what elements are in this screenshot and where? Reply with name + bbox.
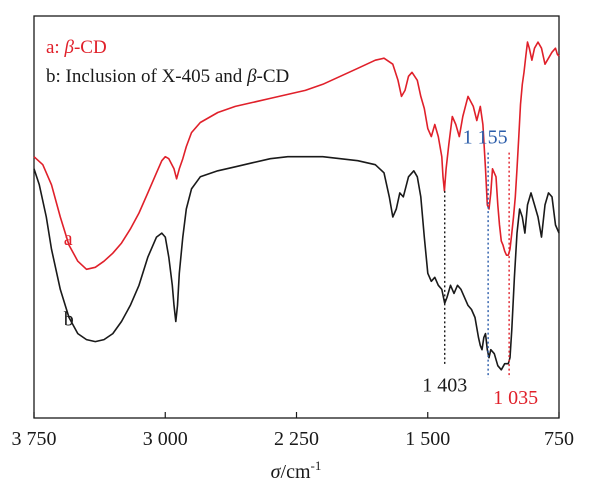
peak-label-1403: 1 403 bbox=[422, 375, 467, 397]
curve-label-a: a bbox=[64, 228, 73, 250]
legend-entry-a: a: β-CD bbox=[46, 37, 107, 58]
peak-label-1035: 1 035 bbox=[493, 387, 538, 409]
x-tick-label: 2 250 bbox=[274, 428, 319, 450]
x-axis-ticks: 3 750 3 000 2 250 1 500 750 bbox=[12, 412, 574, 450]
series-line-a bbox=[33, 41, 560, 271]
x-axis-label: σ/cm-1 bbox=[271, 458, 322, 483]
peak-markers: 1 403 1 155 1 035 bbox=[422, 127, 538, 409]
curve-label-b: b bbox=[64, 309, 74, 331]
peak-label-1155: 1 155 bbox=[463, 127, 508, 149]
series-lines: ab bbox=[33, 41, 560, 371]
x-tick-label: 3 750 bbox=[12, 428, 57, 450]
x-tick-label: 3 000 bbox=[143, 428, 188, 450]
x-tick-label: 750 bbox=[544, 428, 574, 450]
x-tick-label: 1 500 bbox=[405, 428, 450, 450]
legend-entry-b: b: Inclusion of X-405 and β-CD bbox=[46, 66, 289, 87]
series-line-b bbox=[33, 155, 560, 371]
